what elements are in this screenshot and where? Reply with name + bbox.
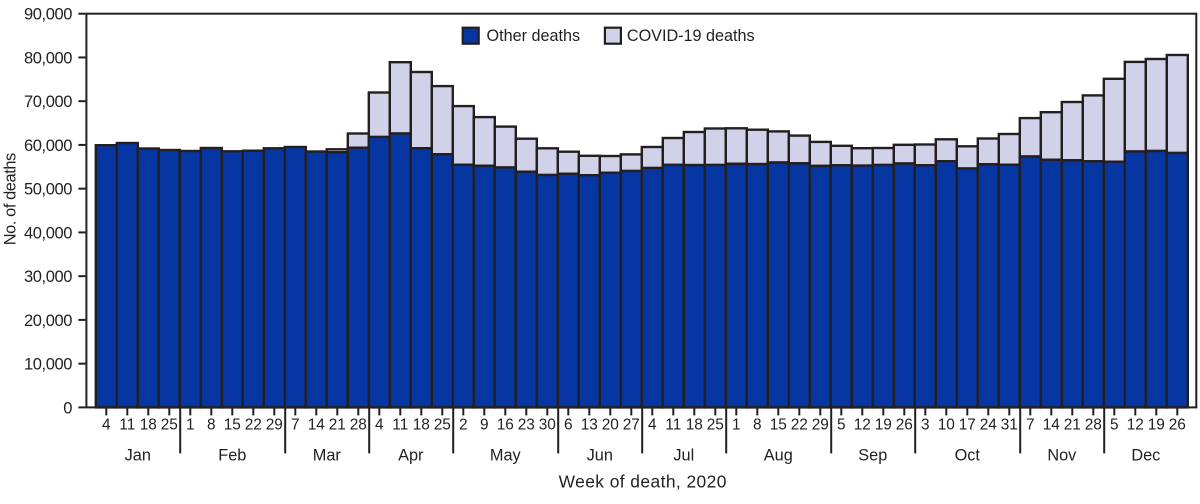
svg-text:18: 18 (686, 416, 703, 433)
svg-text:Jun: Jun (587, 447, 613, 465)
svg-text:Week of death, 2020: Week of death, 2020 (559, 472, 727, 492)
svg-text:5: 5 (837, 416, 846, 433)
svg-text:22: 22 (791, 416, 808, 433)
svg-text:17: 17 (959, 416, 976, 433)
svg-text:25: 25 (434, 416, 451, 433)
svg-text:6: 6 (564, 416, 573, 433)
svg-text:13: 13 (581, 416, 598, 433)
svg-text:22: 22 (245, 416, 262, 433)
svg-text:27: 27 (623, 416, 640, 433)
svg-text:19: 19 (1148, 416, 1165, 433)
svg-text:Feb: Feb (218, 447, 246, 465)
svg-text:8: 8 (207, 416, 216, 433)
svg-text:29: 29 (812, 416, 829, 433)
svg-text:3: 3 (921, 416, 930, 433)
svg-text:Jan: Jan (125, 447, 151, 465)
svg-text:80,000: 80,000 (24, 49, 72, 67)
svg-text:5: 5 (1110, 416, 1119, 433)
svg-text:60,000: 60,000 (24, 137, 72, 155)
svg-text:28: 28 (1085, 416, 1102, 433)
svg-text:18: 18 (413, 416, 430, 433)
svg-text:No. of deaths: No. of deaths (2, 153, 20, 246)
svg-text:7: 7 (291, 416, 300, 433)
svg-text:30: 30 (539, 416, 556, 433)
svg-text:4: 4 (375, 416, 384, 433)
svg-text:26: 26 (896, 416, 913, 433)
svg-text:4: 4 (102, 416, 111, 433)
svg-text:18: 18 (140, 416, 157, 433)
svg-text:26: 26 (1169, 416, 1186, 433)
svg-text:Nov: Nov (1047, 447, 1077, 465)
svg-text:Mar: Mar (313, 447, 342, 465)
svg-text:12: 12 (854, 416, 871, 433)
svg-text:Jul: Jul (673, 447, 694, 465)
svg-text:21: 21 (329, 416, 346, 433)
svg-text:Other deaths: Other deaths (487, 27, 581, 45)
svg-text:21: 21 (1064, 416, 1081, 433)
svg-text:Sep: Sep (858, 447, 887, 465)
svg-text:29: 29 (266, 416, 283, 433)
svg-text:90,000: 90,000 (24, 6, 72, 24)
svg-text:11: 11 (119, 416, 135, 433)
svg-text:11: 11 (665, 416, 681, 433)
svg-text:11: 11 (392, 416, 408, 433)
svg-text:25: 25 (161, 416, 178, 433)
svg-text:12: 12 (1127, 416, 1144, 433)
svg-text:2: 2 (459, 416, 468, 433)
svg-text:70,000: 70,000 (24, 93, 72, 111)
svg-text:20: 20 (602, 416, 619, 433)
svg-text:30,000: 30,000 (24, 268, 72, 286)
svg-text:Apr: Apr (398, 447, 424, 465)
svg-text:25: 25 (707, 416, 724, 433)
svg-text:May: May (490, 447, 522, 465)
svg-text:Aug: Aug (764, 447, 793, 465)
svg-text:15: 15 (224, 416, 241, 433)
svg-text:4: 4 (648, 416, 657, 433)
svg-text:40,000: 40,000 (24, 224, 72, 242)
svg-text:31: 31 (1001, 416, 1018, 433)
svg-text:15: 15 (770, 416, 787, 433)
svg-text:1: 1 (732, 416, 741, 433)
svg-text:COVID-19 deaths: COVID-19 deaths (627, 27, 755, 45)
svg-text:20,000: 20,000 (24, 312, 72, 330)
svg-text:9: 9 (480, 416, 489, 433)
svg-text:19: 19 (875, 416, 892, 433)
svg-text:8: 8 (753, 416, 762, 433)
svg-text:1: 1 (186, 416, 195, 433)
svg-text:0: 0 (63, 399, 72, 417)
svg-text:24: 24 (980, 416, 998, 433)
svg-text:7: 7 (1026, 416, 1035, 433)
svg-text:14: 14 (1043, 416, 1061, 433)
svg-text:Dec: Dec (1131, 447, 1160, 465)
svg-text:10: 10 (938, 416, 955, 433)
svg-text:14: 14 (308, 416, 326, 433)
svg-text:10,000: 10,000 (24, 356, 72, 374)
svg-text:50,000: 50,000 (24, 181, 72, 199)
svg-text:Oct: Oct (955, 447, 981, 465)
svg-text:23: 23 (518, 416, 535, 433)
svg-text:28: 28 (350, 416, 367, 433)
svg-text:16: 16 (497, 416, 514, 433)
